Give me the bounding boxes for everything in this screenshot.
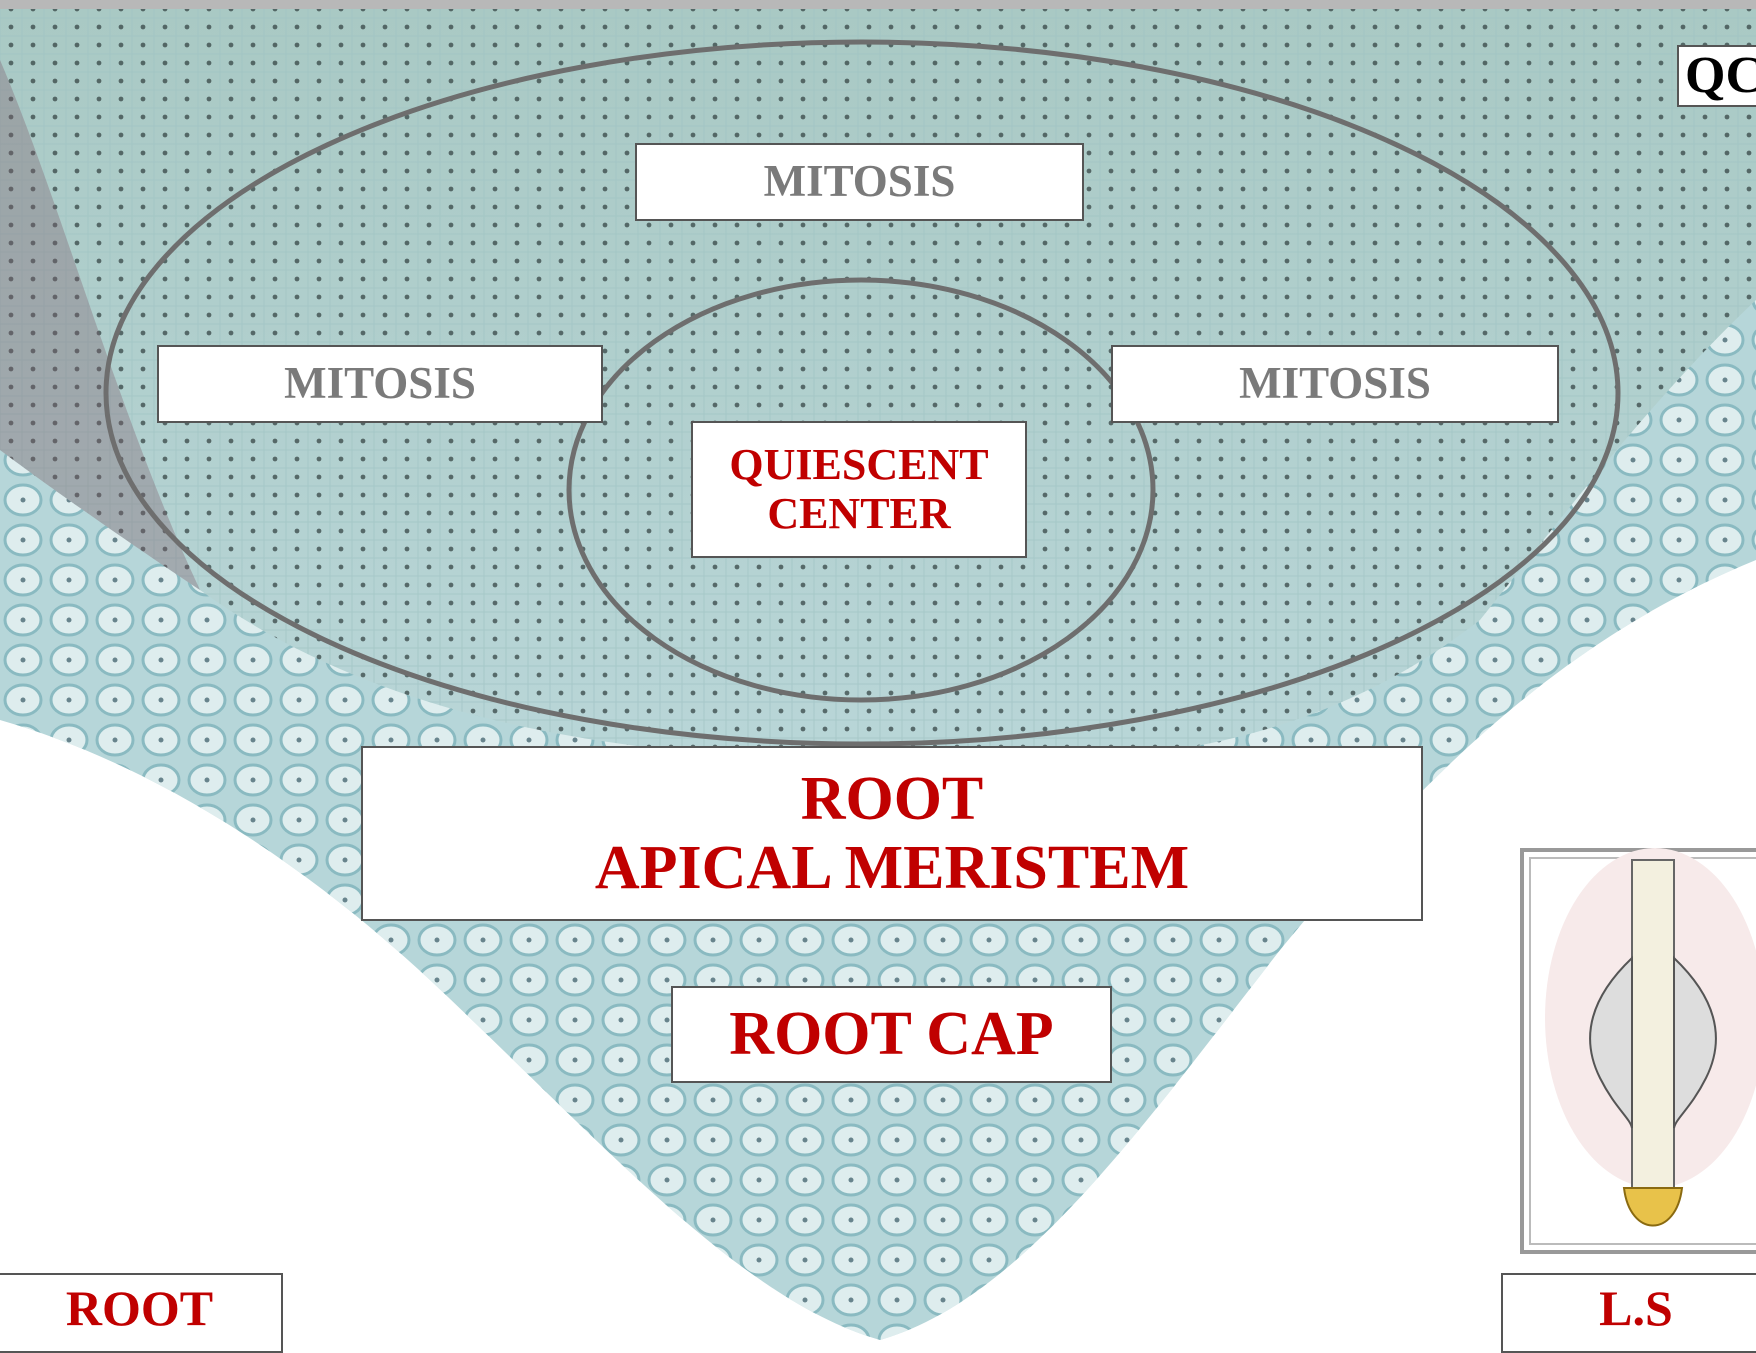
label: MITOSIS: [284, 359, 476, 409]
label: CENTER: [767, 490, 950, 538]
label-box: ROOT: [0, 1273, 283, 1353]
label: ROOT: [801, 765, 984, 833]
label-box: MITOSIS: [635, 143, 1084, 221]
label-box: L.S: [1501, 1273, 1756, 1353]
label: MITOSIS: [764, 157, 956, 207]
label: L.S: [1599, 1281, 1673, 1336]
label: APICAL MERISTEM: [595, 834, 1189, 902]
label-box: MITOSIS: [1111, 345, 1559, 423]
inset-illustration: [1520, 848, 1756, 1254]
label: QUIESCENT: [729, 441, 988, 489]
label: MITOSIS: [1239, 359, 1431, 409]
label: QC: [1685, 47, 1756, 104]
label-box: ROOT CAP: [671, 986, 1112, 1083]
label: ROOT CAP: [729, 1000, 1053, 1068]
label-box: MITOSIS: [157, 345, 603, 423]
slide: MITOSIS MITOSIS MITOSIS QUIESCENT CENTER…: [0, 0, 1756, 1340]
label: ROOT: [66, 1281, 213, 1336]
label-box: QUIESCENT CENTER: [691, 421, 1027, 558]
top-bar: [0, 0, 1756, 9]
label-box: QC: [1677, 45, 1756, 107]
label-box: ROOT APICAL MERISTEM: [361, 746, 1423, 921]
